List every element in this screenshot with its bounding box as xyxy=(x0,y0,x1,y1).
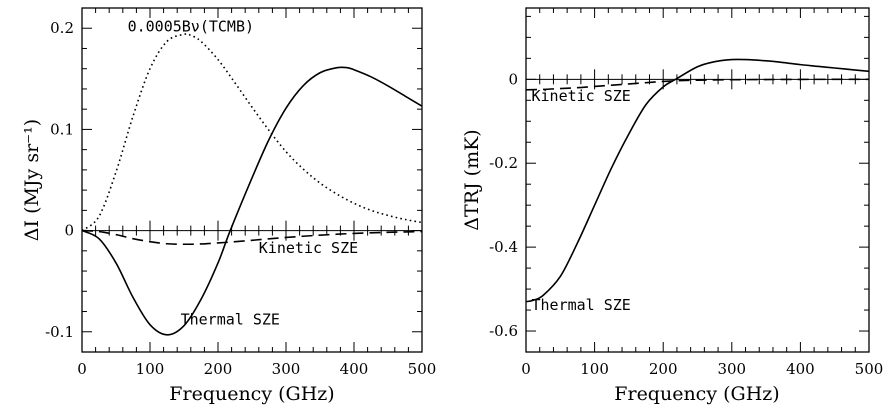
x-tick-label: 0 xyxy=(521,360,531,378)
y-tick-label: -0.6 xyxy=(489,322,518,340)
y-tick-label: -0.1 xyxy=(45,323,74,341)
thermal-sze-curve xyxy=(525,58,870,303)
annotation-thermal-sze: Thermal SZE xyxy=(531,296,630,314)
kinetic-sze-curve xyxy=(525,78,870,91)
right-y-axis-title: ΔTRJ (mK) xyxy=(461,129,483,230)
0-0005b-tcmb-curve xyxy=(81,33,423,232)
right-plot-frame xyxy=(525,7,870,353)
left-panel-intensity: 0 100 200 300 400 500 -0.1 0 0.1 0.2 0.0005Bν(TCMB… xyxy=(21,7,437,405)
left-y-axis-title: ΔI (MJy sr⁻¹) xyxy=(21,119,43,241)
x-tick-label: 300 xyxy=(272,360,301,378)
annotation-thermal-sze: Thermal SZE xyxy=(181,311,280,329)
left-panel-marks: 0 100 200 300 400 500 -0.1 0 0.1 0.2 0.0005Bν(TCMB… xyxy=(45,7,437,378)
thermal-sze-curve xyxy=(81,66,423,336)
y-tick-label: -0.2 xyxy=(489,154,518,172)
annotation-kinetic-sze: Kinetic SZE xyxy=(259,239,358,257)
x-tick-label: 500 xyxy=(408,360,437,378)
x-tick-label: 200 xyxy=(204,360,233,378)
right-x-axis-title: Frequency (GHz) xyxy=(614,383,779,405)
x-tick-label: 100 xyxy=(580,360,609,378)
annotation-0-0005b-tcmb: 0.0005Bν(TCMB) xyxy=(128,17,254,35)
x-tick-label: 100 xyxy=(136,360,165,378)
y-tick-label: 0.1 xyxy=(50,120,74,138)
left-plot-frame xyxy=(81,7,423,353)
x-tick-label: 300 xyxy=(717,360,746,378)
x-tick-label: 400 xyxy=(786,360,815,378)
x-tick-label: 500 xyxy=(855,360,884,378)
y-tick-label: -0.4 xyxy=(489,238,518,256)
kinetic-sze-curve xyxy=(81,229,423,246)
left-x-axis-title: Frequency (GHz) xyxy=(169,383,334,405)
x-tick-label: 200 xyxy=(649,360,678,378)
y-tick-label: 0.2 xyxy=(50,19,74,37)
right-panel-temperature: 0 100 200 300 400 500 -0.6 -0.4 -0.2 0 Kinetic SZE… xyxy=(461,7,883,405)
x-tick-label: 0 xyxy=(77,360,87,378)
annotation-kinetic-sze: Kinetic SZE xyxy=(531,87,630,105)
y-tick-label: 0 xyxy=(508,70,518,88)
y-tick-label: 0 xyxy=(64,222,74,240)
right-panel-marks: 0 100 200 300 400 500 -0.6 -0.4 -0.2 0 Kinetic SZE… xyxy=(489,8,883,378)
x-tick-label: 400 xyxy=(340,360,369,378)
